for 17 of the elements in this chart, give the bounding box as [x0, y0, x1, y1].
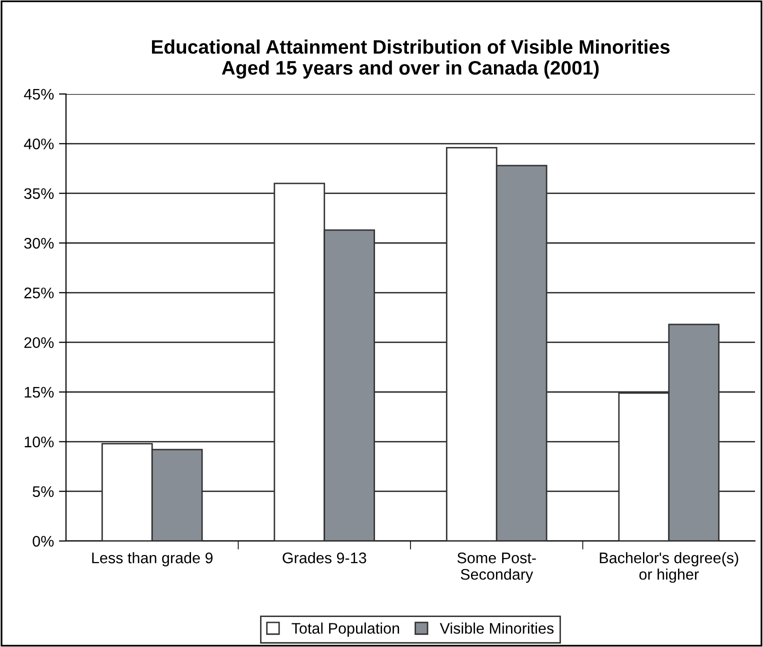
chart-title: Educational Attainment Distribution of Visible Minorities Aged 15 years and over in Canada (2001): [152, 40, 670, 79]
legend-label: Total Population: [292, 622, 400, 637]
y-tick-label: 20%: [24, 337, 54, 348]
y-tick-label: 40%: [24, 138, 54, 150]
y-tick-label: 10%: [24, 436, 54, 448]
legend-label: Visible Minorities: [440, 622, 554, 634]
y-tick-label: 5%: [32, 486, 54, 498]
x-tick-label: Less than grade 9: [92, 552, 213, 566]
x-tick-label: Bachelor's degree(s) or higher: [600, 552, 738, 583]
y-tick-label: 30%: [24, 238, 54, 249]
y-tick-label: 35%: [24, 188, 54, 200]
x-tick-label: Some Post- Secondary: [457, 552, 536, 583]
y-tick-label: 25%: [24, 288, 54, 298]
y-tick-label: 45%: [24, 88, 54, 100]
y-tick-label: 0%: [32, 536, 54, 547]
x-tick-label: Grades 9-13: [282, 552, 366, 564]
y-tick-label: 15%: [24, 386, 54, 398]
